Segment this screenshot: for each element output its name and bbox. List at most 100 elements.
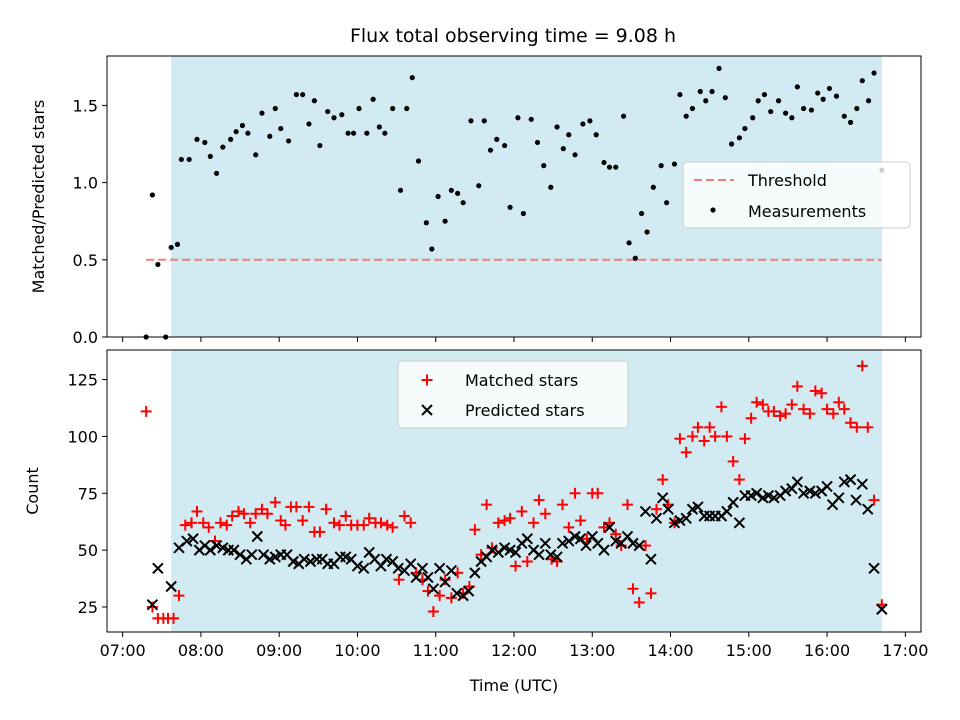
matched-point xyxy=(856,360,868,372)
matched-point xyxy=(633,596,645,608)
measurement-point xyxy=(507,204,513,210)
predicted-point xyxy=(598,544,610,556)
measurement-point xyxy=(390,105,396,112)
matched-point xyxy=(674,433,686,445)
legend-measurements-swatch xyxy=(710,207,716,213)
measurement-point xyxy=(404,105,410,112)
predicted-point xyxy=(833,492,845,504)
predicted-point xyxy=(462,585,475,597)
matched-point xyxy=(363,512,375,524)
predicted-point xyxy=(298,553,310,565)
matched-point xyxy=(592,487,604,499)
matched-point xyxy=(715,401,727,413)
measurement-point xyxy=(339,112,345,118)
x-tick-label: 11:00 xyxy=(413,641,459,660)
x-tick-label: 10:00 xyxy=(334,641,380,660)
measurement-point xyxy=(613,164,619,170)
measurement-point xyxy=(865,98,872,104)
x-tick-label: 13:00 xyxy=(569,641,615,660)
measurement-point xyxy=(272,105,278,112)
matched-point xyxy=(398,510,410,522)
measurement-point xyxy=(677,91,683,98)
predicted-point xyxy=(257,548,270,561)
y-tick-label: 100 xyxy=(67,427,98,446)
ratio-legend-box xyxy=(682,161,911,229)
matched-point xyxy=(563,521,575,533)
measurement-point xyxy=(841,113,847,119)
measurement-point xyxy=(429,246,435,252)
predicted-point xyxy=(768,492,780,504)
matched-point xyxy=(232,505,244,517)
measurement-point xyxy=(259,110,265,116)
predicted-point xyxy=(445,564,458,577)
matched-point xyxy=(539,508,551,520)
measurement-point xyxy=(632,255,638,261)
predicted-point xyxy=(304,555,317,568)
x-tick-label: 08:00 xyxy=(178,641,224,660)
predicted-point xyxy=(674,514,686,527)
predicted-point xyxy=(627,537,639,550)
predicted-point xyxy=(533,548,545,561)
matched-point xyxy=(827,408,839,420)
matched-point xyxy=(469,524,481,536)
measurement-point xyxy=(728,141,735,147)
legend-matched-label: Matched stars xyxy=(465,371,578,390)
ratio-y-label: Matched/Predicted stars xyxy=(29,100,48,294)
measurement-point xyxy=(755,98,761,104)
measurement-point xyxy=(572,152,578,158)
measurement-point xyxy=(587,118,593,124)
measurement-point xyxy=(494,136,500,142)
predicted-point xyxy=(486,544,498,556)
predicted-point xyxy=(380,553,393,565)
count-legend-box xyxy=(397,360,629,429)
measurement-point xyxy=(311,98,318,104)
legend-measurements-label: Measurements xyxy=(748,202,866,221)
measurement-point xyxy=(580,121,586,127)
measurement-point xyxy=(233,129,239,135)
matched-point xyxy=(427,606,439,618)
predicted-point xyxy=(868,562,880,575)
predicted-point xyxy=(733,517,746,529)
measurement-point xyxy=(415,158,422,164)
measurement-point xyxy=(245,130,251,136)
measurement-point xyxy=(815,90,821,96)
measurement-point xyxy=(768,108,774,115)
measurement-point xyxy=(820,96,826,102)
matched-point xyxy=(804,408,816,420)
matched-point xyxy=(575,515,587,527)
predicted-point xyxy=(146,599,159,611)
predicted-point xyxy=(639,505,652,518)
matched-point xyxy=(727,455,739,467)
predicted-point xyxy=(410,571,422,584)
measurement-point xyxy=(520,210,526,217)
measurement-point xyxy=(317,142,323,149)
legend-predicted-marker xyxy=(421,404,433,416)
measurement-point xyxy=(671,161,678,167)
measurement-point xyxy=(376,124,382,130)
measurement-point xyxy=(435,193,441,200)
matched-point xyxy=(569,487,581,499)
measurement-point xyxy=(213,170,220,176)
matched-point xyxy=(639,540,651,552)
matched-point xyxy=(686,430,698,442)
predicted-point xyxy=(838,476,851,488)
predicted-point xyxy=(580,539,592,552)
matched-point xyxy=(303,501,315,513)
measurement-point xyxy=(548,184,554,190)
measurement-point xyxy=(541,163,547,169)
matched-point xyxy=(868,494,880,506)
measurement-point xyxy=(502,142,508,149)
ratio-legend: Threshold Measurements xyxy=(682,161,911,229)
matched-point xyxy=(238,508,250,520)
matched-point xyxy=(244,517,256,529)
predicted-point xyxy=(165,580,177,593)
predicted-point xyxy=(645,553,657,565)
ratio-panel: 0.0 0.5 1.0 1.5 Matched/Predicted stars Thr… xyxy=(29,55,922,347)
measurement-point xyxy=(709,88,715,95)
measurement-point xyxy=(871,70,877,76)
measurement-point xyxy=(267,133,273,139)
legend-threshold-label: Threshold xyxy=(747,171,827,190)
matched-point xyxy=(191,505,203,517)
measurement-point xyxy=(697,88,703,95)
